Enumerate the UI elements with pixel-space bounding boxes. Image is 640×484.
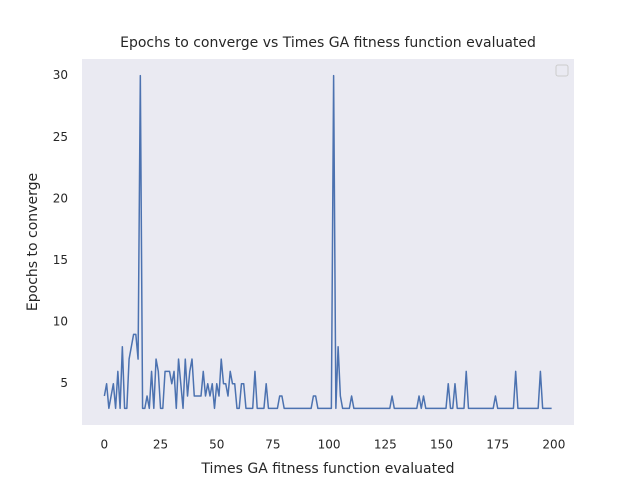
y-axis-label: Epochs to converge — [25, 173, 41, 311]
y-tick-label: 20 — [53, 191, 68, 205]
x-tick-label: 175 — [486, 438, 509, 452]
x-tick-label: 125 — [374, 438, 397, 452]
y-tick-label: 5 — [60, 376, 68, 390]
x-tick-label: 50 — [209, 438, 224, 452]
x-tick-label: 0 — [101, 438, 109, 452]
y-tick-label: 30 — [53, 68, 68, 82]
x-tick-label: 100 — [318, 438, 341, 452]
x-axis-label: Times GA fitness function evaluated — [200, 461, 454, 477]
y-tick-label: 10 — [53, 315, 68, 329]
x-tick-label: 200 — [542, 438, 565, 452]
legend — [555, 64, 569, 77]
x-tick-label: 75 — [265, 438, 280, 452]
x-tick-label: 25 — [153, 438, 168, 452]
plot-area — [82, 59, 574, 425]
y-tick-label: 25 — [53, 130, 68, 144]
chart-title: Epochs to converge vs Times GA fitness f… — [120, 35, 536, 51]
data-line — [103, 74, 552, 410]
x-tick-label: 150 — [430, 438, 453, 452]
y-tick-label: 15 — [53, 253, 68, 267]
